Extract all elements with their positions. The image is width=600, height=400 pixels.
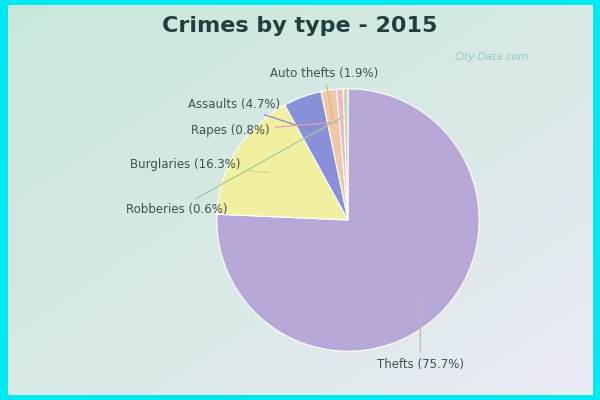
Wedge shape (217, 105, 348, 220)
Wedge shape (321, 89, 348, 220)
Wedge shape (285, 92, 348, 220)
Text: City-Data.com: City-Data.com (455, 52, 529, 62)
Text: Assaults (4.7%): Assaults (4.7%) (188, 98, 313, 130)
Text: Rapes (0.8%): Rapes (0.8%) (191, 122, 339, 137)
Wedge shape (343, 89, 348, 220)
Text: Thefts (75.7%): Thefts (75.7%) (377, 299, 464, 371)
Wedge shape (217, 89, 479, 351)
Text: Robberies (0.6%): Robberies (0.6%) (126, 116, 344, 216)
Text: Crimes by type - 2015: Crimes by type - 2015 (163, 16, 437, 36)
Wedge shape (337, 89, 348, 220)
Text: Burglaries (16.3%): Burglaries (16.3%) (130, 158, 269, 173)
Text: Auto thefts (1.9%): Auto thefts (1.9%) (270, 66, 379, 120)
